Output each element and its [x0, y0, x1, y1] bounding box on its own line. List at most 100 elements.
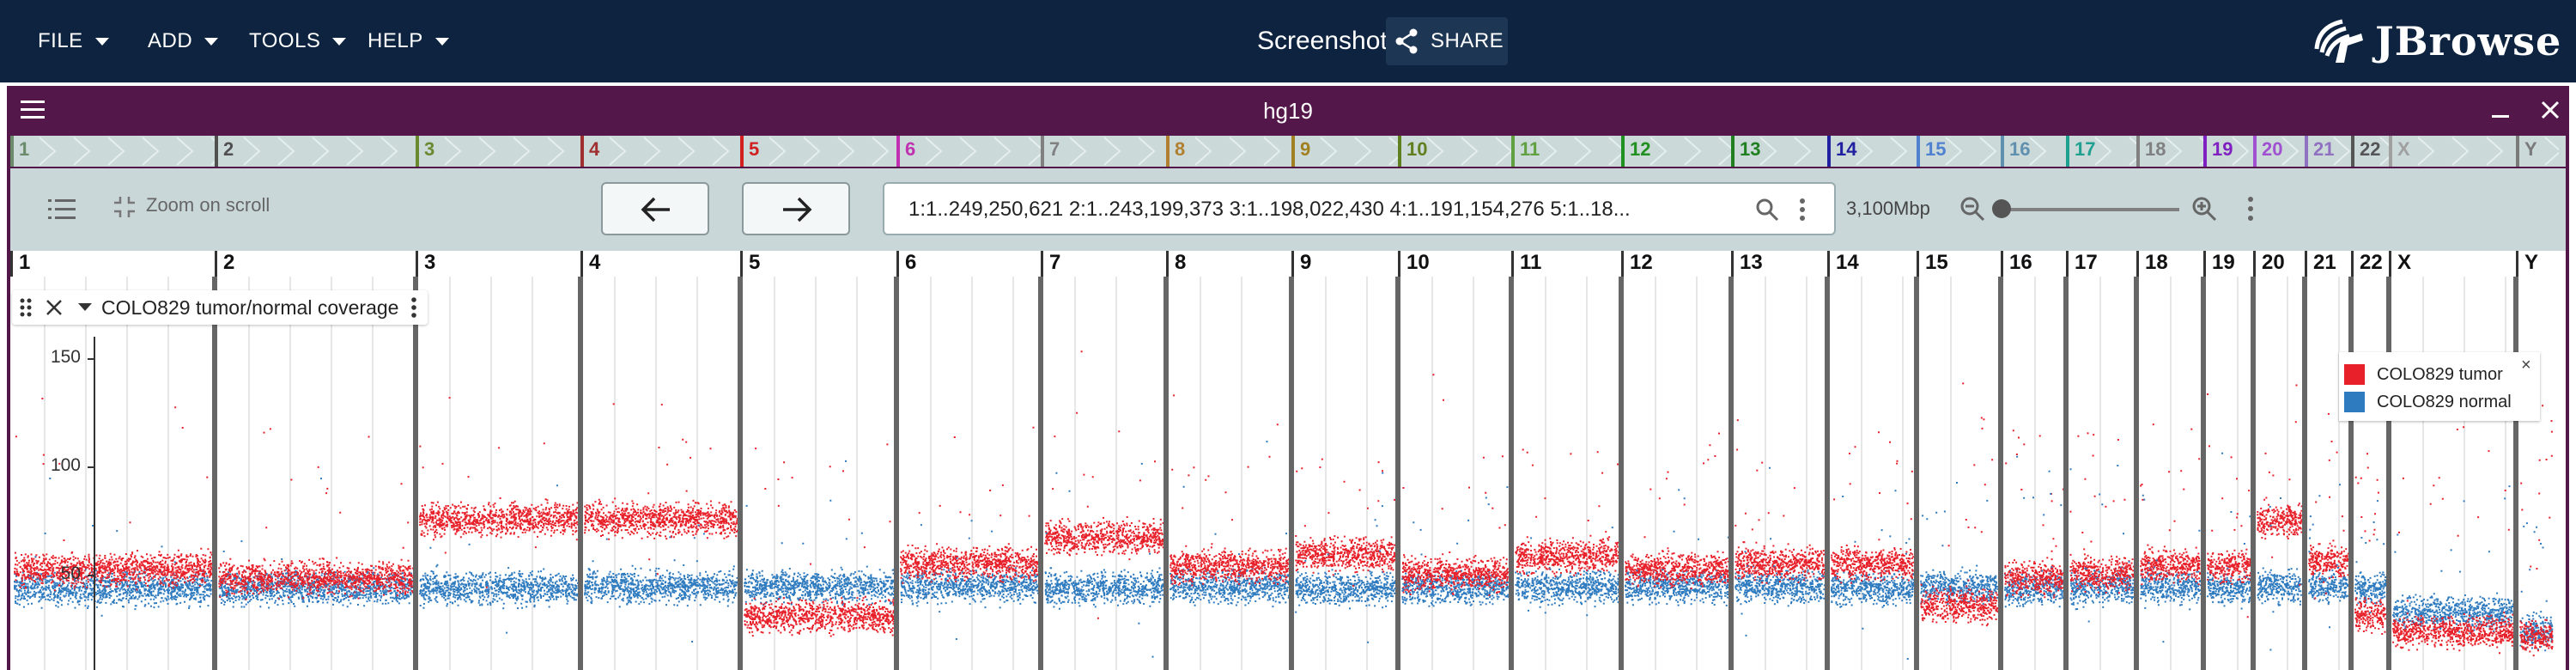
chevron-down-icon: [332, 37, 347, 46]
zoom-on-scroll-label[interactable]: Zoom on scroll: [146, 194, 270, 216]
overview-chromosome[interactable]: 1: [10, 136, 218, 167]
legend-item-tumor: COLO829 tumor: [2344, 364, 2503, 385]
ruler-label: 16: [2009, 251, 2032, 274]
zoom-scroll-icon[interactable]: [112, 194, 137, 220]
overview-chromosome[interactable]: 14: [1827, 136, 1917, 167]
overview-chromosome[interactable]: 8: [1166, 136, 1291, 167]
overview-chromosome-label: 2: [223, 138, 234, 160]
tumor-coverage-points: [2519, 618, 2554, 657]
ruler-label: 11: [1520, 251, 1542, 274]
location-search-input[interactable]: 1:1..249,250,621 2:1..243,199,373 3:1..1…: [883, 182, 1836, 235]
close-view-icon[interactable]: [2537, 96, 2564, 124]
ruler-tick: [416, 251, 418, 277]
tumor-coverage-points: [1515, 534, 1619, 577]
menu-add-label: ADD: [148, 29, 193, 52]
minimize-icon[interactable]: [2488, 98, 2514, 122]
tumor-coverage-points: [2004, 557, 2064, 599]
more-vert-icon[interactable]: [1798, 198, 1807, 222]
track-label[interactable]: COLO829 tumor/normal coverage: [12, 290, 428, 325]
chevron-down-icon: [434, 37, 449, 46]
tumor-coverage-points: [2308, 539, 2349, 583]
view-menu-icon[interactable]: [19, 98, 48, 122]
scroll-left-button[interactable]: [601, 182, 709, 235]
track-selector-icon[interactable]: [48, 198, 77, 222]
view-options-icon[interactable]: [2246, 196, 2255, 222]
chromosome-boundary: [894, 277, 899, 670]
search-icon[interactable]: [1755, 198, 1779, 222]
chromosome-boundary: [2386, 277, 2391, 670]
ruler-tick: [2389, 251, 2391, 277]
zoom-slider-track[interactable]: [2002, 208, 2179, 211]
chevron-down-icon[interactable]: [77, 302, 93, 313]
overview-chromosome[interactable]: 17: [2066, 136, 2140, 167]
overview-chromosome-label: 8: [1175, 138, 1186, 160]
overview-chromosome[interactable]: 13: [1731, 136, 1827, 167]
view-assembly-title: hg19: [1263, 98, 1313, 124]
chromosome-overview[interactable]: 1 2 3 4 5 6 7 8 9 10 11 12 13 14 15 16 17 18 19 20 21 22 X Y: [10, 136, 2566, 167]
overview-chevrons: [2094, 137, 2140, 166]
ruler-label: 19: [2212, 251, 2235, 274]
ruler-tick: [2136, 251, 2139, 277]
normal-coverage-points: [1170, 566, 1290, 608]
chromosome-ruler[interactable]: 1 2 3 4 5 6 7 8 9 10 11 12 13 14 15 16 17 18 19 20 21 22 X Y: [10, 251, 2566, 277]
coverage-track[interactable]: [10, 277, 2566, 670]
jbrowse-logo: JBrowse: [2310, 14, 2561, 69]
overview-chromosome[interactable]: 2: [215, 136, 416, 167]
share-button[interactable]: SHARE: [1386, 17, 1508, 65]
jbrowse-logo-icon: [2314, 19, 2363, 63]
chromosome-boundary: [1395, 277, 1400, 670]
menu-tools[interactable]: TOOLS: [249, 24, 347, 58]
share-icon: [1395, 28, 1418, 54]
ruler-tick: [10, 251, 13, 277]
scroll-right-button[interactable]: [742, 182, 850, 235]
overview-chromosome[interactable]: 9: [1291, 136, 1401, 167]
overview-chevrons: [1759, 137, 1812, 166]
overview-chromosome[interactable]: 11: [1511, 136, 1625, 167]
legend-close-icon[interactable]: ×: [2521, 356, 2531, 375]
overview-chromosome-label: 17: [2075, 138, 2096, 160]
chromosome-boundary: [1728, 277, 1734, 670]
overview-chevrons: [2281, 137, 2300, 166]
overview-chromosome[interactable]: X: [2389, 136, 2516, 167]
ruler-label: X: [2397, 251, 2412, 274]
chromosome-boundary: [1619, 277, 1624, 670]
overview-chromosome-label: 5: [749, 138, 760, 160]
overview-chromosome[interactable]: 10: [1398, 136, 1513, 167]
overview-chromosome-label: Y: [2524, 138, 2537, 160]
overview-chromosome[interactable]: 19: [2203, 136, 2253, 167]
drag-handle-icon[interactable]: [19, 296, 33, 319]
menu-add[interactable]: ADD: [148, 24, 219, 58]
zoom-slider-thumb[interactable]: [1992, 199, 2011, 218]
overview-chromosome[interactable]: 3: [416, 136, 580, 167]
close-track-icon[interactable]: [45, 298, 64, 317]
chromosome-boundary: [1509, 277, 1514, 670]
overview-chromosome[interactable]: 15: [1917, 136, 2001, 167]
overview-chromosome[interactable]: 12: [1621, 136, 1735, 167]
overview-chevrons: [2165, 137, 2207, 166]
overview-chromosome[interactable]: 7: [1041, 136, 1166, 167]
overview-chromosome[interactable]: Y: [2516, 136, 2559, 167]
tumor-coverage-points: [1295, 535, 1396, 576]
overview-chromosome[interactable]: 5: [740, 136, 896, 167]
tumor-outlier-points: [419, 397, 562, 588]
chromosome-boundary: [1038, 277, 1043, 670]
tumor-coverage-points: [2207, 549, 2251, 585]
ruler-tick: [740, 251, 743, 277]
overview-chromosome[interactable]: 21: [2305, 136, 2351, 167]
overview-chromosome[interactable]: 6: [896, 136, 1044, 167]
zoom-in-icon[interactable]: [2191, 196, 2217, 222]
overview-chromosome[interactable]: 20: [2253, 136, 2305, 167]
zoom-out-icon[interactable]: [1959, 196, 1985, 222]
menu-file[interactable]: FILE: [38, 24, 109, 58]
overview-chromosome[interactable]: 18: [2136, 136, 2207, 167]
normal-outlier-points: [2520, 522, 2548, 621]
overview-chromosome[interactable]: 22: [2351, 136, 2392, 167]
overview-chromosome[interactable]: 4: [580, 136, 740, 167]
track-menu-icon[interactable]: [410, 296, 417, 319]
normal-coverage-points: [2207, 567, 2251, 610]
overview-chromosome[interactable]: 16: [2001, 136, 2066, 167]
menu-help[interactable]: HELP: [368, 24, 449, 58]
chromosome-boundary: [738, 277, 743, 670]
chromosome-boundary: [2201, 277, 2206, 670]
chromosome-boundary: [1289, 277, 1294, 670]
